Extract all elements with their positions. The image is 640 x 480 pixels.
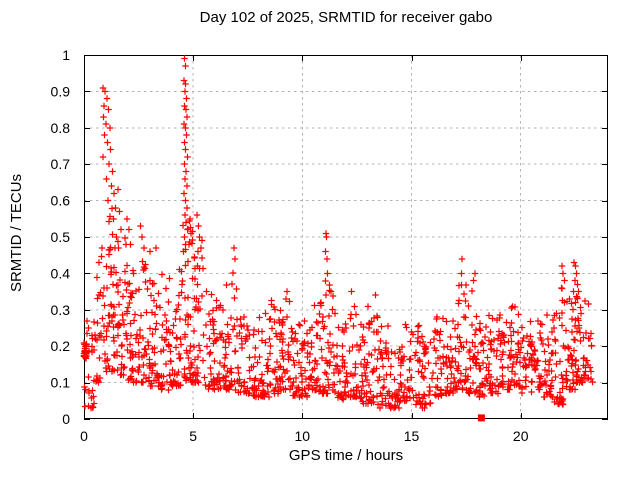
svg-text:0.5: 0.5 [51,229,71,245]
svg-text:0.8: 0.8 [51,120,71,136]
svg-text:0.9: 0.9 [51,83,71,99]
svg-text:5: 5 [189,428,197,444]
y-axis-label: SRMTID / TECUs [8,173,25,293]
x-axis-label: GPS time / hours [288,447,404,464]
svg-text:0.6: 0.6 [51,193,71,209]
chart-title: Day 102 of 2025, SRMTID for receiver gab… [199,9,493,26]
svg-text:10: 10 [295,428,311,444]
svg-text:20: 20 [513,428,529,444]
svg-text:0.7: 0.7 [51,156,71,172]
svg-text:15: 15 [404,428,420,444]
svg-text:0: 0 [80,428,88,444]
svg-text:0.4: 0.4 [51,265,71,281]
svg-text:0.1: 0.1 [51,375,71,391]
svg-text:1: 1 [62,47,70,63]
svg-text:0.3: 0.3 [51,302,71,318]
svg-text:0: 0 [62,411,70,427]
svg-text:0.2: 0.2 [51,338,71,354]
